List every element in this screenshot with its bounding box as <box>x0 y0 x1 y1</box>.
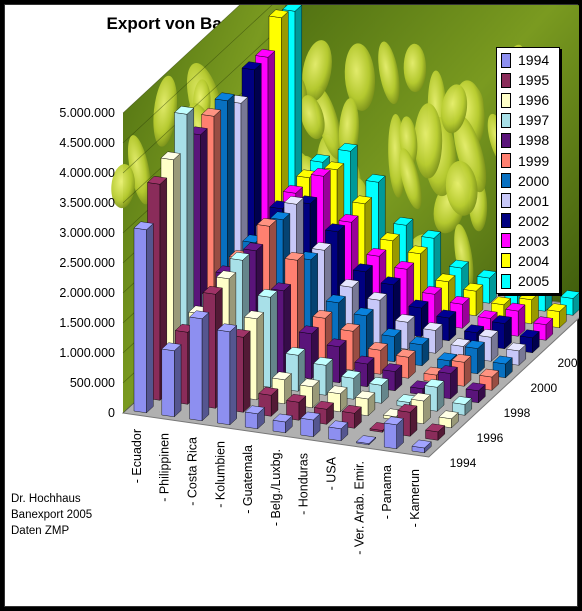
category-label: - USA <box>325 456 339 490</box>
legend-label: 2000 <box>518 172 550 189</box>
bar-1994-7 <box>328 420 349 442</box>
y-tick-label: 2.000.000 <box>59 286 115 300</box>
credit-line-source: Banexport 2005 <box>11 509 93 521</box>
legend-item: 2002 <box>501 211 559 231</box>
bar-1994-4 <box>244 405 265 430</box>
legend-label: 1999 <box>518 152 550 169</box>
legend-swatch <box>501 132 511 148</box>
depth-tick-label: 1996 <box>477 431 504 445</box>
legend-label: 2003 <box>518 232 550 249</box>
credit-line-data: Daten ZMP <box>11 525 70 537</box>
depth-tick-label: 2000 <box>531 381 558 395</box>
category-label: - Kamerun <box>408 469 422 527</box>
legend-label: 1995 <box>518 72 550 89</box>
y-axis-ticks: 0 500.000 1.000.000 1.500.000 2.000.000 2.500… <box>59 106 115 420</box>
legend-item: 2004 <box>501 251 559 271</box>
bar-1995-10 <box>425 423 446 441</box>
bar-2004-7 <box>463 282 484 317</box>
bar-2000-10 <box>492 355 513 379</box>
y-tick-label: 0 <box>108 406 115 420</box>
credit-line-author: Dr. Hochhaus <box>11 493 81 505</box>
legend-item: 2005 <box>501 271 559 291</box>
legend-item: 1997 <box>501 110 559 130</box>
bar-1999-9 <box>451 353 472 387</box>
x-axis-category-labels: - Ecuador - Philippinen - Costa Rica - Kolu… <box>130 429 422 555</box>
category-label: - Honduras <box>297 453 311 515</box>
legend-label: 2001 <box>518 192 550 209</box>
bar-1999-7 <box>395 348 416 379</box>
legend-swatch <box>501 173 511 189</box>
depth-tick-label: 1998 <box>504 406 531 420</box>
legend-item: 2003 <box>501 231 559 251</box>
bar-2005-10 <box>560 290 579 316</box>
legend-swatch <box>501 273 511 289</box>
bar-1998-5 <box>326 338 347 384</box>
category-label: - Philippinen <box>158 433 172 502</box>
chart-frame: Export von Bananen in Tonnen von 1994-20… <box>4 4 580 607</box>
legend-swatch <box>501 153 511 169</box>
bar-1994-8 <box>355 435 377 446</box>
y-tick-label: 5.000.000 <box>59 106 115 120</box>
y-tick-label: 1.500.000 <box>59 316 115 330</box>
legend-swatch <box>501 253 511 269</box>
depth-axis-year-labels: 199419961998200020022004 <box>450 356 580 470</box>
bar-1994-3 <box>216 323 238 426</box>
bar-1994-9 <box>383 416 404 450</box>
legend-label: 2005 <box>518 273 550 290</box>
legend-item: 2000 <box>501 171 559 191</box>
y-tick-label: 500.000 <box>70 376 115 390</box>
y-tick-label: 3.000.000 <box>59 226 115 240</box>
legend-item: 1994 <box>501 50 559 70</box>
depth-tick-label: 1994 <box>450 456 477 470</box>
legend: 1994 1995 1996 1997 1998 1999 2000 2001 2002 2003… <box>496 47 560 295</box>
category-label: - Guatemala <box>241 445 255 514</box>
y-tick-label: 4.000.000 <box>59 166 115 180</box>
y-tick-label: 4.500.000 <box>59 136 115 150</box>
bar-1997-9 <box>424 378 445 412</box>
legend-item: 1998 <box>501 130 559 150</box>
bar-2002-10 <box>519 329 540 354</box>
legend-item: 1996 <box>501 90 559 110</box>
bar-2001-10 <box>506 342 527 366</box>
legend-swatch <box>501 213 511 229</box>
legend-swatch <box>501 112 511 128</box>
category-label: - Costa Rica <box>186 437 200 506</box>
legend-swatch <box>501 52 511 68</box>
legend-item: 1999 <box>501 150 559 170</box>
legend-swatch <box>501 233 511 249</box>
legend-swatch <box>501 193 511 209</box>
bar-1994-1 <box>161 342 182 418</box>
bar-1994-6 <box>300 411 321 438</box>
legend-label: 1994 <box>518 52 550 69</box>
legend-swatch <box>501 72 511 88</box>
bar-2002-7 <box>436 309 457 342</box>
bars <box>133 5 579 454</box>
y-tick-label: 1.000.000 <box>59 346 115 360</box>
legend-label: 1996 <box>518 92 550 109</box>
category-label: - Ver. Arab. Emir. <box>352 461 366 555</box>
bar-1999-10 <box>479 368 500 391</box>
bar-1994-5 <box>272 413 293 434</box>
legend-item: 1995 <box>501 70 559 90</box>
legend-label: 1997 <box>518 112 550 129</box>
category-label: - Kolumbien <box>213 441 227 508</box>
legend-label: 2004 <box>518 252 550 269</box>
bar-1997-6 <box>340 369 362 400</box>
legend-label: 1998 <box>518 132 550 149</box>
credits: Dr. Hochhaus Banexport 2005 Daten ZMP <box>11 491 92 539</box>
category-label: - Panama <box>380 465 394 519</box>
bar-1994-0 <box>133 221 154 414</box>
legend-item: 2001 <box>501 191 559 211</box>
bar-1994-10 <box>411 439 432 454</box>
y-tick-label: 3.500.000 <box>59 196 115 210</box>
bar-1994-2 <box>189 310 210 422</box>
depth-tick-label: 2002 <box>558 356 580 370</box>
bar-2005-6 <box>448 259 470 300</box>
legend-label: 2002 <box>518 212 550 229</box>
y-tick-label: 2.500.000 <box>59 256 115 270</box>
category-label: - Belg./Luxbg. <box>269 449 283 526</box>
bar-1998-7 <box>382 363 403 392</box>
category-label: - Ecuador <box>130 429 144 483</box>
legend-swatch <box>501 92 511 108</box>
